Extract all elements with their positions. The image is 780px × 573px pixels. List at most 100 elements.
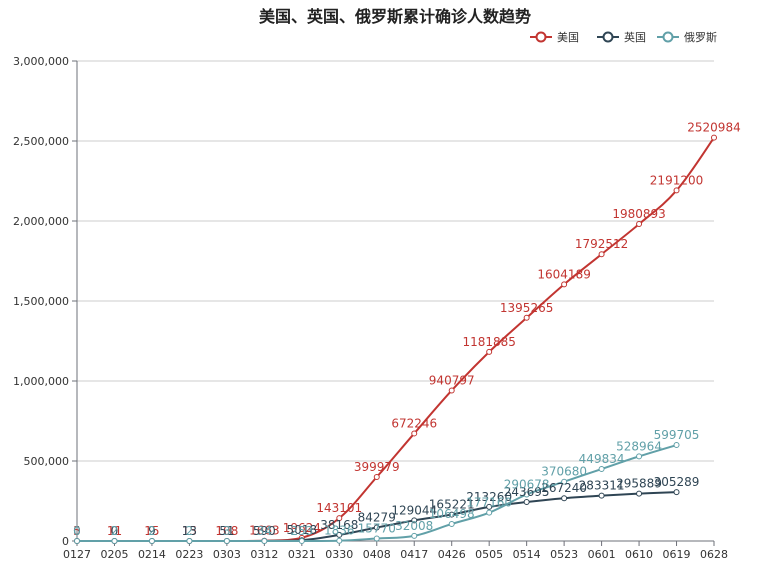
legend-item[interactable]: 英国 bbox=[597, 30, 646, 44]
data-point bbox=[411, 430, 418, 437]
data-point bbox=[598, 251, 605, 258]
x-tick-label: 0321 bbox=[288, 548, 316, 561]
axes: 0 500,000 1,000,000 1,500,000 2,000,000 2,500… bbox=[13, 55, 728, 561]
data-labels: 5 11 15 15 108 1663 19624143101399979672246940… bbox=[73, 121, 741, 538]
x-tick-label: 0601 bbox=[588, 548, 616, 561]
x-tick-label: 0214 bbox=[138, 548, 166, 561]
data-label: 1181885 bbox=[462, 335, 515, 349]
legend-marker-icon bbox=[535, 31, 547, 43]
legend-item[interactable]: 俄罗斯 bbox=[657, 31, 717, 44]
data-label: 3 bbox=[223, 524, 231, 538]
data-label: 0 bbox=[73, 524, 81, 538]
x-tick-label: 0312 bbox=[250, 548, 278, 561]
data-label: 51 bbox=[219, 524, 234, 538]
x-tick-label: 0628 bbox=[700, 548, 728, 561]
data-label: 290678 bbox=[504, 477, 550, 491]
data-label: 399979 bbox=[354, 460, 400, 474]
data-point bbox=[561, 478, 568, 485]
series-3 bbox=[74, 442, 680, 544]
x-tick-label: 0610 bbox=[625, 548, 653, 561]
x-tick-label: 0619 bbox=[663, 548, 691, 561]
x-tick-label: 0330 bbox=[325, 548, 353, 561]
data-label: 11 bbox=[107, 524, 122, 538]
data-point bbox=[523, 499, 530, 506]
data-label: 1792512 bbox=[575, 237, 628, 251]
data-point bbox=[561, 281, 568, 288]
data-point bbox=[148, 537, 155, 544]
data-point bbox=[298, 537, 305, 544]
legend-label: 美国 bbox=[557, 31, 579, 44]
data-point bbox=[523, 491, 530, 498]
legend-marker-icon bbox=[602, 31, 614, 43]
data-label: 672246 bbox=[391, 416, 437, 430]
data-label: 2 bbox=[148, 524, 156, 538]
data-point bbox=[598, 492, 605, 499]
data-label: 1980893 bbox=[612, 207, 665, 221]
data-point bbox=[486, 348, 493, 355]
data-label: 84279 bbox=[358, 511, 396, 525]
data-point bbox=[411, 517, 418, 524]
data-label: 15 bbox=[182, 524, 197, 538]
x-tick-label: 0127 bbox=[63, 548, 91, 561]
data-label: 253 bbox=[290, 524, 313, 538]
data-point bbox=[448, 520, 455, 527]
data-point bbox=[486, 503, 493, 510]
data-label: 528964 bbox=[616, 439, 662, 453]
y-tick-label: 3,000,000 bbox=[13, 55, 69, 68]
data-label: 32008 bbox=[395, 519, 433, 533]
data-point bbox=[261, 537, 268, 544]
data-label: 38168 bbox=[320, 518, 358, 532]
data-label: 1663 bbox=[249, 524, 280, 538]
legend-marker-icon bbox=[662, 31, 674, 43]
data-label: 2520984 bbox=[687, 121, 740, 135]
data-label: 15770 bbox=[358, 521, 396, 535]
data-point bbox=[111, 537, 118, 544]
data-point bbox=[636, 490, 643, 497]
data-label: 243695 bbox=[504, 485, 550, 499]
x-tick-label: 0417 bbox=[400, 548, 428, 561]
y-tick-label: 1,500,000 bbox=[13, 295, 69, 308]
data-label: 2 bbox=[111, 524, 119, 538]
data-point bbox=[336, 515, 343, 522]
data-label: 599705 bbox=[654, 428, 700, 442]
data-label: 177160 bbox=[466, 496, 512, 510]
data-label: 1836 bbox=[324, 524, 355, 538]
data-label: 19624 bbox=[283, 521, 321, 535]
data-point bbox=[711, 134, 717, 141]
data-label: 108 bbox=[215, 524, 238, 538]
data-label: 590 bbox=[253, 524, 276, 538]
data-point bbox=[673, 489, 680, 496]
data-label: 2191200 bbox=[650, 173, 703, 187]
data-label: 2 bbox=[186, 524, 194, 538]
data-label: 165221 bbox=[429, 498, 475, 512]
data-point bbox=[561, 495, 568, 502]
data-label: 1604189 bbox=[537, 267, 590, 281]
data-point bbox=[373, 474, 380, 481]
data-label: 1395265 bbox=[500, 301, 553, 315]
data-label: 9 bbox=[148, 524, 156, 538]
data-label: 5018 bbox=[287, 523, 318, 537]
data-point bbox=[636, 453, 643, 460]
data-point bbox=[336, 537, 343, 544]
x-tick-label: 0303 bbox=[213, 548, 241, 561]
y-tick-label: 2,000,000 bbox=[13, 215, 69, 228]
y-tick-label: 1,000,000 bbox=[13, 375, 69, 388]
data-label: 13 bbox=[182, 524, 197, 538]
legend-item[interactable]: 美国 bbox=[530, 31, 579, 44]
data-point bbox=[673, 442, 680, 449]
data-label: 283311 bbox=[579, 479, 625, 493]
data-label: 0 bbox=[111, 524, 119, 538]
data-label: 34 bbox=[257, 524, 272, 538]
x-tick-label: 0505 bbox=[475, 548, 503, 561]
data-point bbox=[448, 387, 455, 394]
data-point bbox=[673, 187, 680, 194]
data-point bbox=[223, 537, 230, 544]
data-label: 267240 bbox=[541, 481, 587, 495]
x-tick-label: 0426 bbox=[438, 548, 466, 561]
data-label: 295889 bbox=[616, 477, 662, 491]
data-label: 129044 bbox=[391, 503, 437, 517]
data-point bbox=[74, 538, 80, 544]
x-tick-label: 0223 bbox=[175, 548, 203, 561]
data-label: 0 bbox=[73, 524, 81, 538]
